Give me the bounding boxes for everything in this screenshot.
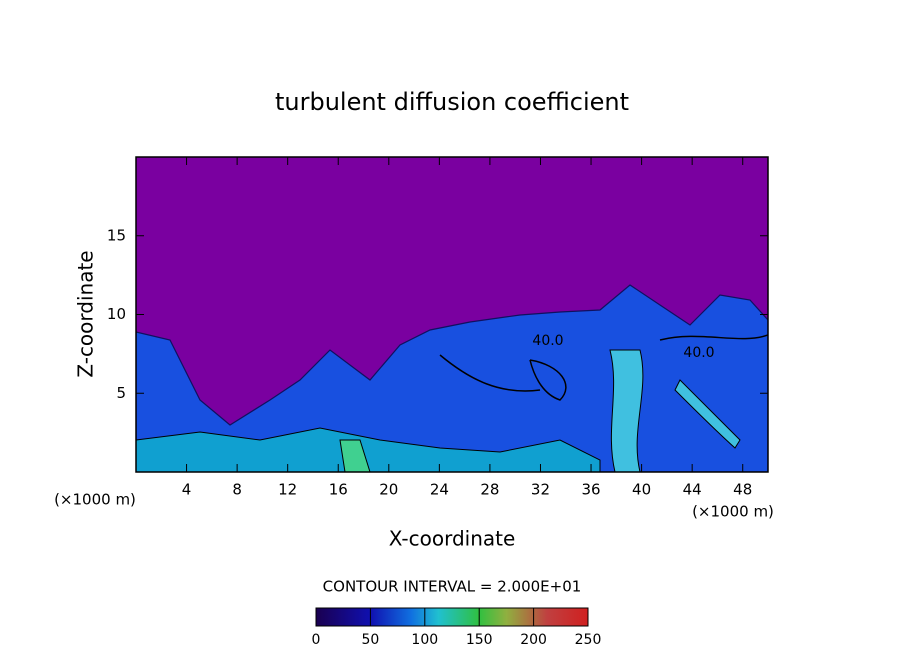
colorbar-tick-label: 100 — [411, 632, 438, 648]
contour-interval: CONTOUR INTERVAL = 2.000E+01 — [323, 578, 582, 596]
colorbar-tick-label: 250 — [575, 632, 602, 648]
y-axis-label: Z-coordinate — [74, 250, 98, 377]
x-tick-label: 32 — [531, 481, 550, 499]
x-tick-label: 40 — [632, 481, 651, 499]
colorbar — [315, 607, 589, 627]
x-tick-label: 44 — [683, 481, 702, 499]
x-tick-label: 48 — [733, 481, 752, 499]
contour-label: 40.0 — [683, 345, 714, 361]
x-unit-label: (×1000 m) — [692, 503, 774, 521]
colorbar-tick-label: 200 — [520, 632, 547, 648]
x-tick-label: 16 — [329, 481, 348, 499]
y-tick-label: 5 — [116, 384, 126, 402]
field — [136, 157, 768, 472]
colorbar-tick-label: 50 — [361, 632, 379, 648]
x-unit-label: (×1000 m) — [54, 491, 136, 509]
colorbar-tick-label: 0 — [312, 632, 321, 648]
x-tick-label: 4 — [182, 481, 192, 499]
x-axis-label: X-coordinate — [389, 527, 516, 551]
contour-label: 40.0 — [532, 333, 563, 349]
chart-title: turbulent diffusion coefficient — [275, 88, 629, 116]
x-tick-label: 8 — [232, 481, 242, 499]
colorbar-tick-label: 150 — [466, 632, 493, 648]
x-tick-label: 20 — [379, 481, 398, 499]
y-tick-label: 10 — [107, 305, 126, 323]
x-tick-label: 24 — [430, 481, 449, 499]
x-tick-label: 12 — [278, 481, 297, 499]
x-tick-label: 36 — [581, 481, 600, 499]
y-tick-label: 15 — [107, 226, 126, 244]
x-tick-label: 28 — [480, 481, 499, 499]
